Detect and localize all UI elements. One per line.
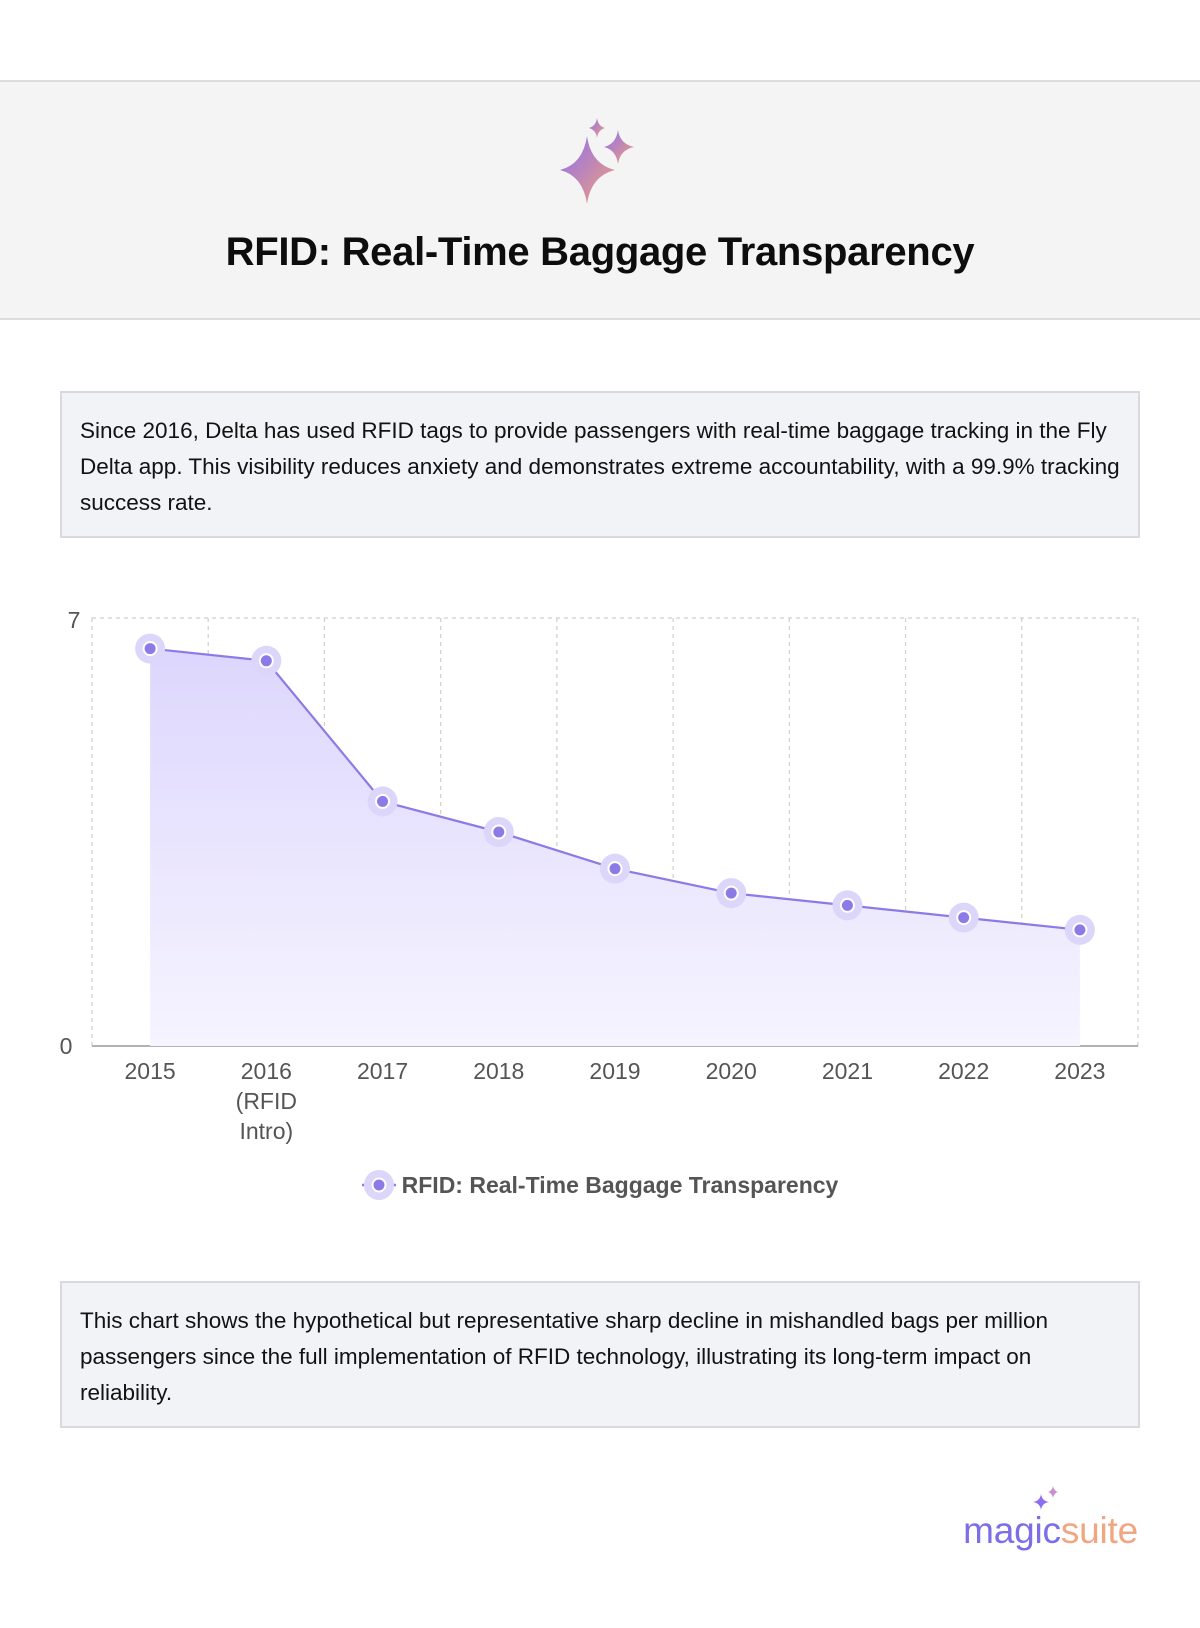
x-tick-label: 2016 (RFID Intro): [236, 1058, 297, 1144]
data-point: [258, 653, 274, 669]
data-point: [839, 897, 855, 913]
data-point: [607, 861, 623, 877]
chart-legend: RFID: Real-Time Baggage Transparency: [0, 1168, 1200, 1202]
legend-label: RFID: Real-Time Baggage Transparency: [401, 1171, 839, 1198]
legend-marker-icon: [361, 1170, 396, 1200]
series-area: [150, 648, 1080, 1046]
brand-suite-text: suite: [1060, 1510, 1138, 1551]
y-tick-label: 0: [60, 1033, 73, 1059]
data-point: [956, 910, 972, 926]
y-tick-label: 7: [68, 607, 81, 633]
x-tick-label: 2020: [706, 1058, 757, 1084]
data-point: [723, 885, 739, 901]
data-point: [1072, 922, 1088, 938]
intro-text: Since 2016, Delta has used RFID tags to …: [80, 418, 1120, 515]
brand-sparkle-icon: [1033, 1486, 1059, 1510]
x-tick-label: 2019: [589, 1058, 640, 1084]
x-tick-label: 2023: [1054, 1058, 1105, 1084]
sparkles-icon: [560, 118, 634, 204]
x-tick-label: 2015: [125, 1058, 176, 1084]
x-tick-label: 2018: [473, 1058, 524, 1084]
brand-logo: magicsuite: [963, 1486, 1138, 1552]
intro-note: Since 2016, Delta has used RFID tags to …: [60, 391, 1140, 538]
data-point: [142, 641, 158, 657]
data-point: [491, 824, 507, 840]
brand-magic-text: magic: [963, 1510, 1061, 1551]
page-title: RFID: Real-Time Baggage Transparency: [225, 230, 975, 274]
x-tick-label: 2021: [822, 1058, 873, 1084]
footer-note: This chart shows the hypothetical but re…: [60, 1281, 1140, 1428]
chart-svg: 0 7 2015 2016 (RFID Intro) 2017 2018 2019 2020 202…: [60, 607, 1139, 1144]
x-tick-label: 2017: [357, 1058, 408, 1084]
data-point: [375, 793, 391, 809]
x-tick-label: 2022: [938, 1058, 989, 1084]
chart: 0 7 2015 2016 (RFID Intro) 2017 2018 2019 2020 202…: [0, 600, 1200, 1220]
header-band: RFID: Real-Time Baggage Transparency: [0, 80, 1200, 320]
footer-note-text: This chart shows the hypothetical but re…: [80, 1308, 1049, 1405]
